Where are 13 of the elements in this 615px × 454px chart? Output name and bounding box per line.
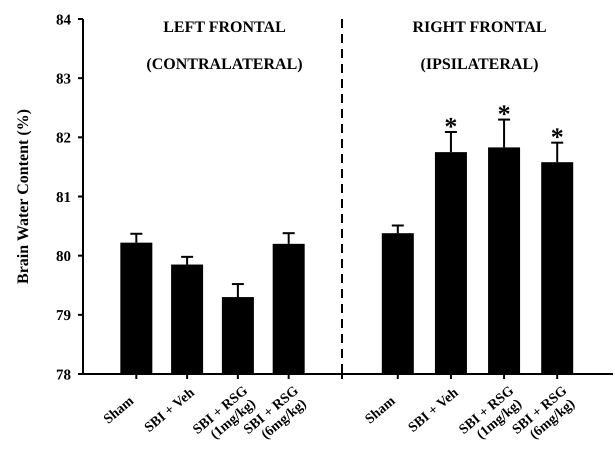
y-axis-title: Brain Water Content (%) [15, 109, 32, 284]
y-tick-label: 83 [56, 71, 71, 88]
data-label: * [444, 112, 458, 142]
y-tick-label: 79 [56, 308, 71, 324]
y-tick-label: 81 [56, 190, 71, 206]
y-tick-label: 78 [56, 367, 71, 384]
y-tick-label: 82 [56, 130, 71, 147]
data-label: * [498, 100, 511, 129]
data-label: * [550, 122, 564, 152]
chart-title: LEFT FRONTAL (CONTRALATERAL) [146, 19, 303, 73]
y-tick-label: 84 [56, 12, 72, 28]
y-tick-label: 80 [56, 248, 71, 265]
chart-title: RIGHT FRONTAL (IPSILATERAL) [412, 19, 547, 73]
